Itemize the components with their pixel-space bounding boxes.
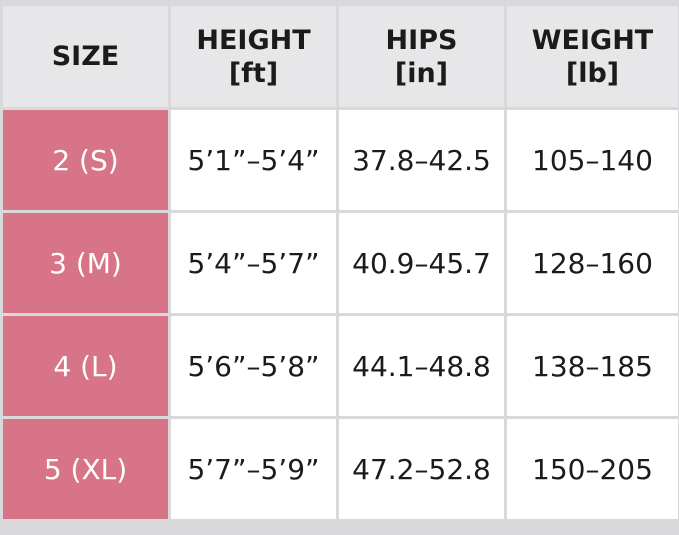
header-label: SIZE bbox=[52, 41, 120, 72]
height-cell: 5’7”–5’9” bbox=[170, 418, 338, 521]
size-chart-table: SIZE HEIGHT[ft] HIPS[in] WEIGHT[lb] 2 (S… bbox=[0, 3, 679, 522]
weight-cell: 128–160 bbox=[506, 212, 679, 315]
size-cell: 3 (M) bbox=[2, 212, 170, 315]
weight-cell: 105–140 bbox=[506, 109, 679, 212]
header-unit: [in] bbox=[395, 58, 448, 89]
header-label: HIPS bbox=[386, 25, 458, 56]
hips-cell: 40.9–45.7 bbox=[338, 212, 506, 315]
hips-cell: 47.2–52.8 bbox=[338, 418, 506, 521]
size-cell: 5 (XL) bbox=[2, 418, 170, 521]
header-weight: WEIGHT[lb] bbox=[506, 5, 679, 109]
header-size: SIZE bbox=[2, 5, 170, 109]
weight-cell: 150–205 bbox=[506, 418, 679, 521]
height-cell: 5’6”–5’8” bbox=[170, 315, 338, 418]
size-cell: 2 (S) bbox=[2, 109, 170, 212]
header-unit: [ft] bbox=[229, 58, 278, 89]
header-hips: HIPS[in] bbox=[338, 5, 506, 109]
header-height: HEIGHT[ft] bbox=[170, 5, 338, 109]
size-cell: 4 (L) bbox=[2, 315, 170, 418]
hips-cell: 37.8–42.5 bbox=[338, 109, 506, 212]
header-unit: [lb] bbox=[566, 58, 619, 89]
hips-cell: 44.1–48.8 bbox=[338, 315, 506, 418]
header-label: WEIGHT bbox=[532, 25, 653, 56]
height-cell: 5’4”–5’7” bbox=[170, 212, 338, 315]
header-label: HEIGHT bbox=[196, 25, 310, 56]
height-cell: 5’1”–5’4” bbox=[170, 109, 338, 212]
header-row: SIZE HEIGHT[ft] HIPS[in] WEIGHT[lb] bbox=[2, 5, 679, 109]
weight-cell: 138–185 bbox=[506, 315, 679, 418]
